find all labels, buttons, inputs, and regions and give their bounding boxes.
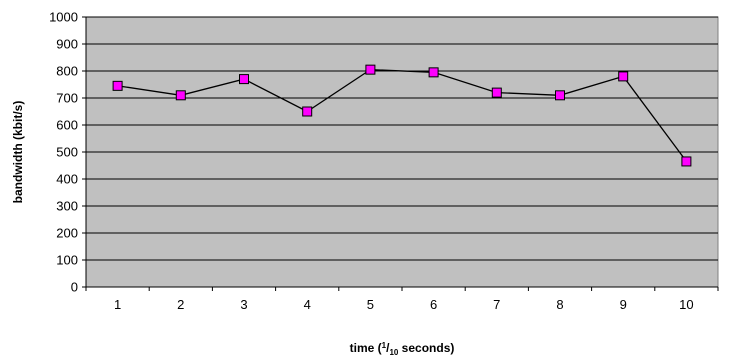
x-tick-label-1: 1 xyxy=(114,297,121,312)
y-tick-label-1000: 1000 xyxy=(49,10,78,25)
x-axis-title: time (1/10 seconds) xyxy=(350,341,455,357)
data-point-3 xyxy=(240,75,249,84)
x-tick-label-7: 7 xyxy=(493,297,500,312)
x-axis-title-prefix: time ( xyxy=(350,341,382,355)
y-tick-label-100: 100 xyxy=(56,253,78,268)
y-tick-label-500: 500 xyxy=(56,145,78,160)
y-tick-labels: 0 100 200 300 400 500 600 700 800 900 1000 xyxy=(49,10,86,295)
data-point-5 xyxy=(366,65,375,74)
data-point-1 xyxy=(113,81,122,90)
x-tick-label-3: 3 xyxy=(240,297,247,312)
x-tick-label-8: 8 xyxy=(556,297,563,312)
y-tick-label-900: 900 xyxy=(56,37,78,52)
data-point-2 xyxy=(176,91,185,100)
y-axis-title: bandwidth (kbit/s) xyxy=(11,101,25,204)
x-axis-title-suffix: seconds) xyxy=(398,341,454,355)
x-tick-labels: 1 2 3 4 5 6 7 8 9 10 xyxy=(86,287,718,312)
data-point-6 xyxy=(429,68,438,77)
data-point-9 xyxy=(619,72,628,81)
x-tick-label-10: 10 xyxy=(679,297,693,312)
x-tick-label-4: 4 xyxy=(304,297,311,312)
y-tick-label-200: 200 xyxy=(56,226,78,241)
x-tick-label-6: 6 xyxy=(430,297,437,312)
data-point-10 xyxy=(682,157,691,166)
y-tick-label-600: 600 xyxy=(56,118,78,133)
x-tick-label-9: 9 xyxy=(620,297,627,312)
data-point-7 xyxy=(492,88,501,97)
x-tick-label-2: 2 xyxy=(177,297,184,312)
y-tick-label-400: 400 xyxy=(56,172,78,187)
data-point-4 xyxy=(303,107,312,116)
y-tick-label-700: 700 xyxy=(56,91,78,106)
x-tick-label-5: 5 xyxy=(367,297,374,312)
data-point-8 xyxy=(556,91,565,100)
y-tick-label-300: 300 xyxy=(56,199,78,214)
y-tick-label-0: 0 xyxy=(71,280,78,295)
y-tick-label-800: 800 xyxy=(56,64,78,79)
